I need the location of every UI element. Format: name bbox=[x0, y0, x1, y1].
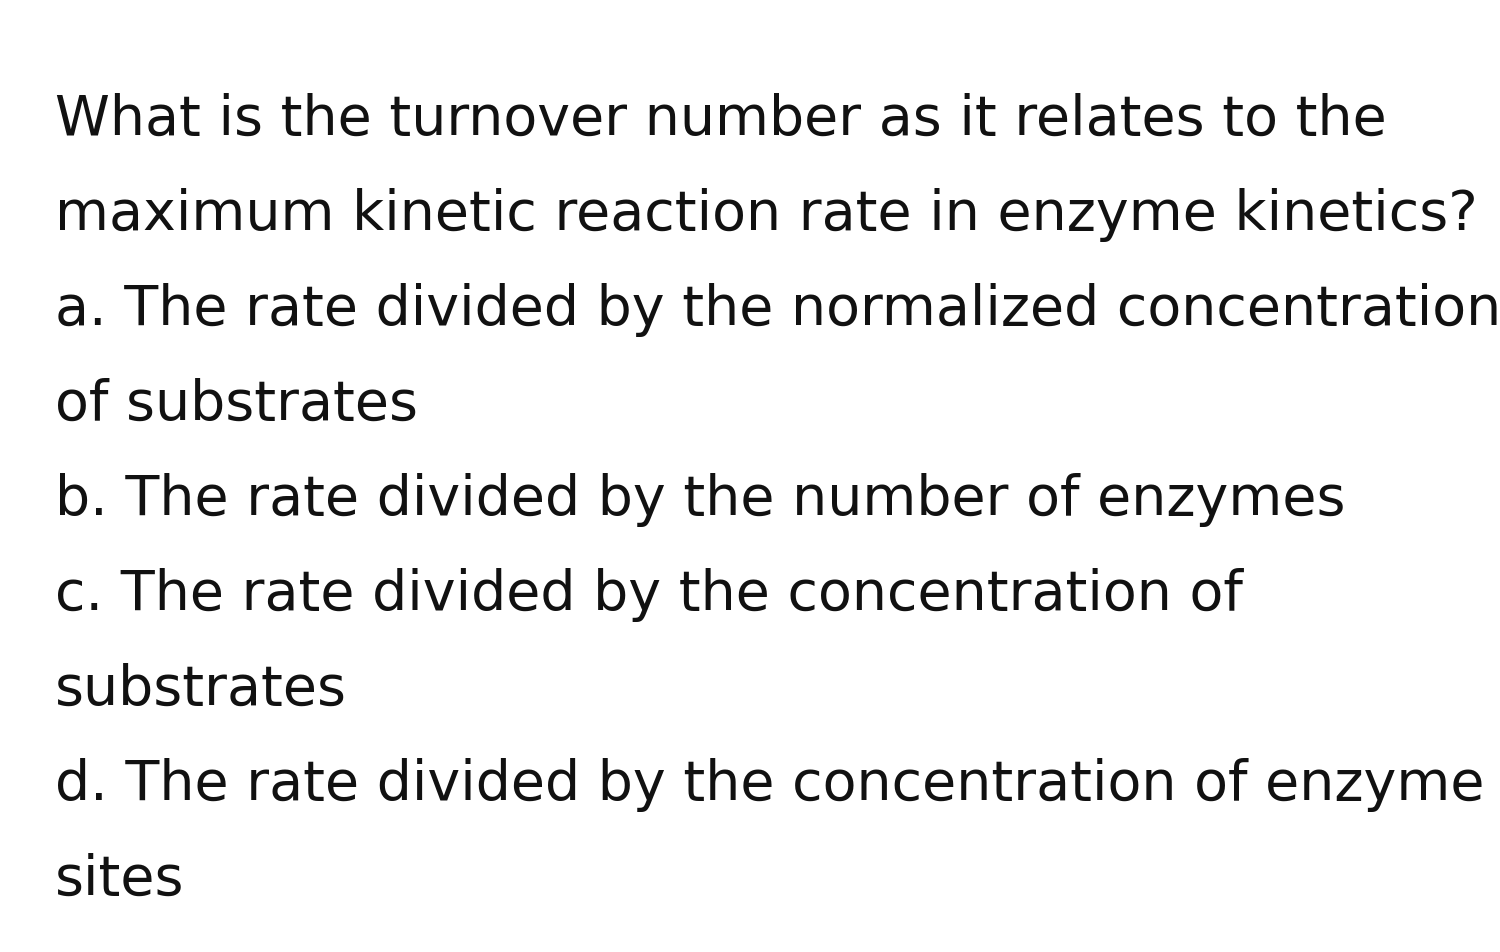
Text: maximum kinetic reaction rate in enzyme kinetics?: maximum kinetic reaction rate in enzyme … bbox=[56, 188, 1478, 242]
Text: of substrates: of substrates bbox=[56, 378, 419, 432]
Text: c. The rate divided by the concentration of: c. The rate divided by the concentration… bbox=[56, 568, 1244, 622]
Text: d. The rate divided by the concentration of enzyme: d. The rate divided by the concentration… bbox=[56, 758, 1485, 812]
Text: b. The rate divided by the number of enzymes: b. The rate divided by the number of enz… bbox=[56, 473, 1346, 527]
Text: What is the turnover number as it relates to the: What is the turnover number as it relate… bbox=[56, 93, 1386, 147]
Text: a. The rate divided by the normalized concentration: a. The rate divided by the normalized co… bbox=[56, 283, 1500, 337]
Text: substrates: substrates bbox=[56, 663, 346, 717]
Text: sites: sites bbox=[56, 853, 184, 907]
